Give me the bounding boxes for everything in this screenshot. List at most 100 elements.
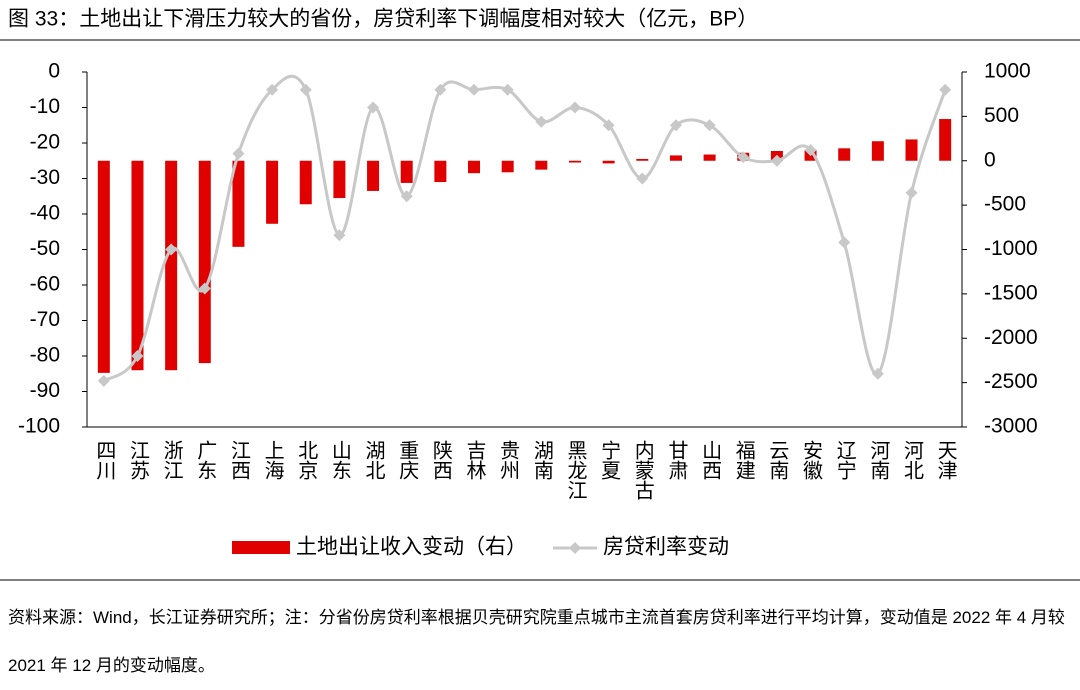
bar <box>232 160 245 247</box>
marker <box>871 367 884 380</box>
chart-title: 图 33：土地出让下滑压力较大的省份，房贷利率下调幅度相对较大（亿元，BP） <box>8 8 758 31</box>
x-tick-label: 四川 <box>93 440 116 480</box>
y2-tick-label: -2000 <box>984 326 1038 349</box>
bar <box>939 119 952 161</box>
marker <box>400 190 413 203</box>
x-tick-label: 黑龙江 <box>564 440 587 500</box>
bar <box>838 148 851 161</box>
x-tick-label: 江西 <box>227 440 250 480</box>
bar <box>367 160 380 191</box>
marker <box>703 119 716 132</box>
x-tick-label: 云南 <box>766 440 788 480</box>
bar <box>97 160 110 373</box>
x-tick-label: 吉林 <box>463 440 486 480</box>
source-note: 资料来源：Wind，长江证券研究所；注：分省份房贷利率根据贝壳研究院重点城市主流… <box>8 608 1065 675</box>
marker <box>636 172 649 185</box>
bar <box>669 155 682 161</box>
x-tick-label: 甘肃 <box>665 440 688 480</box>
y-tick-label: -50 <box>30 237 60 260</box>
y-tick-label: -60 <box>30 273 60 296</box>
x-tick-label: 浙江 <box>160 440 183 480</box>
y2-tick-label: -1000 <box>984 237 1038 260</box>
marker <box>468 83 481 96</box>
bar <box>535 160 548 170</box>
bar <box>165 160 178 371</box>
x-tick-label: 宁夏 <box>598 440 621 480</box>
bar <box>400 160 413 183</box>
x-tick-label: 北京 <box>295 440 318 480</box>
y2-tick-label: -2500 <box>984 370 1038 393</box>
x-tick-label: 内蒙古 <box>631 440 653 500</box>
bar <box>198 160 211 364</box>
y2-tick-label: -3000 <box>984 415 1038 438</box>
line <box>102 74 947 383</box>
legend-marker <box>569 542 581 554</box>
bar <box>434 160 447 183</box>
bar <box>266 160 279 224</box>
x-tick-label: 上海 <box>261 440 284 480</box>
y-tick-label: 0 <box>48 60 60 83</box>
chart: 图 33：土地出让下滑压力较大的省份，房贷利率下调幅度相对较大（亿元，BP） 0… <box>0 8 1080 581</box>
y2-tick-label: -1500 <box>984 281 1038 304</box>
x-tick-label: 辽宁 <box>833 440 856 480</box>
x-tick-label: 贵州 <box>497 440 520 480</box>
bar <box>871 141 884 161</box>
bar <box>568 160 581 163</box>
x-tick-label: 湖北 <box>362 440 385 480</box>
marker <box>299 83 312 96</box>
bar <box>333 160 346 199</box>
marker <box>434 83 447 96</box>
x-tick-label: 安徽 <box>800 440 823 480</box>
legend-label: 土地出让收入变动（右） <box>296 536 527 559</box>
marker <box>939 83 952 96</box>
x-tick-label: 福建 <box>732 440 755 480</box>
marker <box>131 350 144 362</box>
legend-swatch <box>232 541 290 554</box>
marker <box>669 119 682 132</box>
bar <box>299 160 312 205</box>
y2-tick-label: 1000 <box>984 60 1031 83</box>
x-tick-label: 天津 <box>934 440 957 480</box>
marker <box>535 115 548 128</box>
bar <box>636 158 649 161</box>
marker <box>266 83 279 96</box>
y-tick-label: -30 <box>30 166 60 189</box>
marker <box>770 154 783 167</box>
x-tick-label: 河北 <box>901 440 924 480</box>
y-tick-label: -10 <box>30 95 60 118</box>
marker <box>198 282 211 295</box>
y2-tick-label: 500 <box>984 104 1019 127</box>
legend-label: 房贷利率变动 <box>603 536 729 559</box>
marker <box>602 119 615 132</box>
marker <box>838 236 851 249</box>
marker <box>804 144 817 157</box>
marker <box>97 374 110 387</box>
y-tick-label: -90 <box>30 379 60 402</box>
bar <box>905 139 918 161</box>
marker <box>501 83 514 96</box>
bar <box>501 160 514 173</box>
marker <box>905 186 918 199</box>
y-tick-label: -100 <box>18 415 60 438</box>
x-tick-label: 河南 <box>867 440 890 480</box>
bar <box>468 160 481 174</box>
x-tick-label: 山西 <box>699 440 721 480</box>
marker <box>737 151 750 164</box>
marker <box>165 243 178 256</box>
y2-tick-label: 0 <box>984 148 996 171</box>
y-tick-label: -70 <box>30 308 60 331</box>
x-tick-label: 广东 <box>194 440 217 480</box>
marker <box>367 101 380 114</box>
x-tick-label: 陕西 <box>429 440 451 480</box>
marker <box>568 101 581 114</box>
x-tick-label: 山东 <box>328 440 350 480</box>
x-tick-label: 湖南 <box>530 440 553 480</box>
y2-tick-label: -500 <box>984 193 1026 216</box>
x-tick-label: 江苏 <box>126 440 149 480</box>
y-tick-label: -20 <box>30 131 60 154</box>
bar <box>602 160 615 164</box>
y-tick-label: -40 <box>30 202 60 225</box>
marker <box>232 147 245 160</box>
x-tick-label: 重庆 <box>396 440 419 480</box>
